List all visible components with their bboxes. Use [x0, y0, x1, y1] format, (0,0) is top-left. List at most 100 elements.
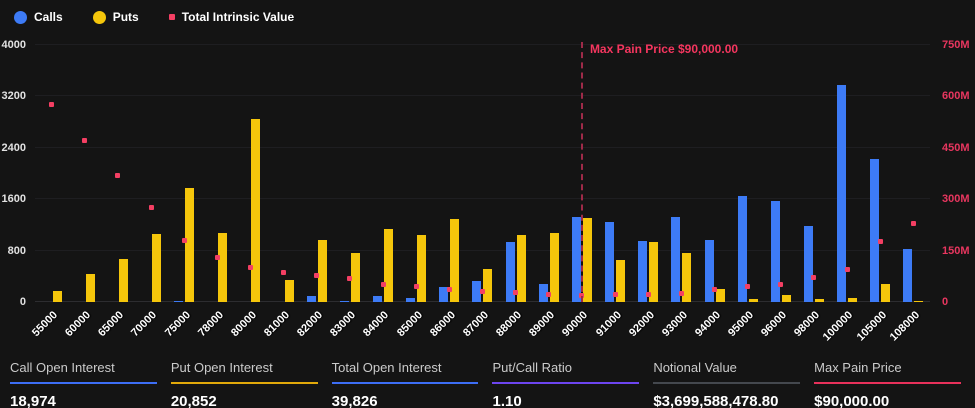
call-bar[interactable] — [903, 249, 913, 302]
left-axis-tick: 4000 — [1, 39, 26, 51]
call-bar[interactable] — [439, 286, 449, 302]
call-bar[interactable] — [638, 240, 648, 302]
call-bar[interactable] — [505, 242, 515, 302]
call-bar[interactable] — [571, 216, 581, 302]
category-slot: 55000 — [30, 45, 68, 339]
intrinsic-dot[interactable] — [413, 284, 419, 290]
intrinsic-dot[interactable] — [446, 286, 452, 292]
put-bar[interactable] — [549, 233, 559, 302]
stat-label: Notional Value — [653, 360, 737, 375]
x-axis-label: 65000 — [96, 309, 127, 340]
call-bar[interactable] — [538, 284, 548, 302]
legend-item-puts[interactable]: Puts — [92, 10, 139, 24]
put-bar[interactable] — [814, 298, 824, 302]
call-bar[interactable] — [373, 295, 383, 302]
put-bar[interactable] — [582, 217, 592, 302]
call-bar[interactable] — [737, 196, 747, 302]
put-bar[interactable] — [848, 298, 858, 302]
call-bar[interactable] — [339, 301, 349, 302]
call-bar[interactable] — [837, 85, 847, 302]
chart-legend: Calls Puts Total Intrinsic Value — [14, 10, 294, 24]
intrinsic-dot[interactable] — [678, 290, 684, 296]
intrinsic-dot[interactable] — [115, 172, 121, 178]
put-bar[interactable] — [914, 300, 924, 302]
put-bar[interactable] — [384, 229, 394, 302]
call-bar[interactable] — [472, 281, 482, 302]
category-slot: 87000 — [461, 45, 499, 339]
intrinsic-dot[interactable] — [612, 291, 618, 297]
intrinsic-dot[interactable] — [778, 282, 784, 288]
intrinsic-dot[interactable] — [546, 291, 552, 297]
call-bar[interactable] — [803, 225, 813, 302]
x-axis-label: 89000 — [527, 309, 558, 340]
put-bar[interactable] — [881, 284, 891, 302]
intrinsic-dot[interactable] — [281, 270, 287, 276]
category-slot: 108000 — [887, 45, 930, 343]
put-bar[interactable] — [715, 288, 725, 302]
intrinsic-dot[interactable] — [645, 291, 651, 297]
put-bar[interactable] — [781, 294, 791, 302]
intrinsic-dot[interactable] — [148, 205, 154, 211]
put-bar[interactable] — [52, 291, 62, 302]
call-bar[interactable] — [704, 240, 714, 302]
intrinsic-dot[interactable] — [479, 288, 485, 294]
put-bar[interactable] — [450, 219, 460, 302]
intrinsic-dot[interactable] — [877, 239, 883, 245]
call-bar[interactable] — [605, 222, 615, 302]
legend-item-calls[interactable]: Calls — [14, 10, 63, 24]
category-slot: 92000 — [627, 45, 665, 339]
put-bar[interactable] — [218, 232, 228, 302]
put-bar[interactable] — [118, 258, 128, 302]
put-bar[interactable] — [516, 234, 526, 302]
legend-item-total-intrinsic-value[interactable]: Total Intrinsic Value — [168, 10, 294, 24]
intrinsic-dot[interactable] — [314, 273, 320, 279]
intrinsic-dot[interactable] — [214, 254, 220, 260]
put-bar[interactable] — [417, 234, 427, 302]
x-axis-label: 94000 — [692, 309, 724, 340]
call-bar[interactable] — [174, 300, 184, 302]
intrinsic-dot[interactable] — [745, 284, 751, 290]
call-bar[interactable] — [306, 296, 316, 302]
intrinsic-dot[interactable] — [513, 290, 519, 296]
intrinsic-dot[interactable] — [844, 266, 850, 272]
put-bar[interactable] — [616, 260, 626, 302]
intrinsic-dot[interactable] — [82, 138, 88, 144]
stat-max-pain-price: Max Pain Price $90,000.00 — [814, 354, 961, 408]
intrinsic-dot[interactable] — [49, 102, 55, 108]
intrinsic-dot[interactable] — [247, 265, 253, 271]
x-axis-label: 60000 — [63, 309, 94, 340]
category-slot: 81000 — [262, 45, 300, 339]
put-bar[interactable] — [85, 273, 95, 302]
legend-label-puts: Puts — [112, 10, 139, 24]
put-bar[interactable] — [251, 118, 261, 302]
stat-underline — [653, 382, 801, 384]
put-bar[interactable] — [152, 233, 161, 302]
category-slot: 100000 — [821, 45, 864, 343]
intrinsic-dot[interactable] — [347, 275, 353, 281]
category-slot: 60000 — [63, 45, 101, 339]
x-axis-label: 108000 — [887, 309, 922, 344]
call-bar[interactable] — [671, 217, 681, 302]
intrinsic-dot[interactable] — [380, 281, 386, 287]
intrinsic-dot[interactable] — [910, 220, 916, 226]
intrinsic-dot[interactable] — [712, 287, 718, 293]
put-bar[interactable] — [748, 299, 758, 302]
intrinsic-dot[interactable] — [181, 237, 187, 243]
put-bar[interactable] — [682, 252, 692, 302]
put-bar[interactable] — [350, 253, 360, 302]
put-bar[interactable] — [483, 269, 493, 302]
x-axis-label: 75000 — [162, 309, 193, 340]
stat-put-open-interest: Put Open Interest 20,852 — [170, 354, 318, 408]
put-bar[interactable] — [317, 240, 327, 302]
intrinsic-dot[interactable] — [811, 275, 817, 281]
put-bar[interactable] — [185, 187, 195, 302]
put-bar[interactable] — [284, 279, 294, 302]
stat-label: Call Open Interest — [10, 360, 115, 375]
call-bar[interactable] — [770, 201, 780, 302]
category-slot: 75000 — [163, 45, 201, 339]
call-bar[interactable] — [870, 159, 880, 302]
call-bar[interactable] — [406, 297, 416, 302]
x-axis-label: 86000 — [427, 309, 458, 340]
put-bar[interactable] — [649, 241, 659, 302]
